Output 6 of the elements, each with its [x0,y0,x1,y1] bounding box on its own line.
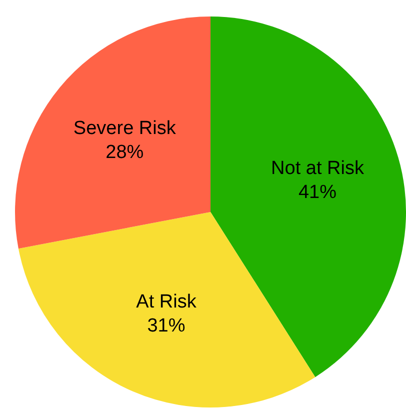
data-label: 41% [298,182,337,204]
data-label: 31% [147,316,186,337]
slice-label: Not at Risk [271,158,364,180]
slice-label: Severe Risk [73,118,176,140]
data-label: 28% [106,142,144,164]
slice-label: At Risk [136,292,197,313]
